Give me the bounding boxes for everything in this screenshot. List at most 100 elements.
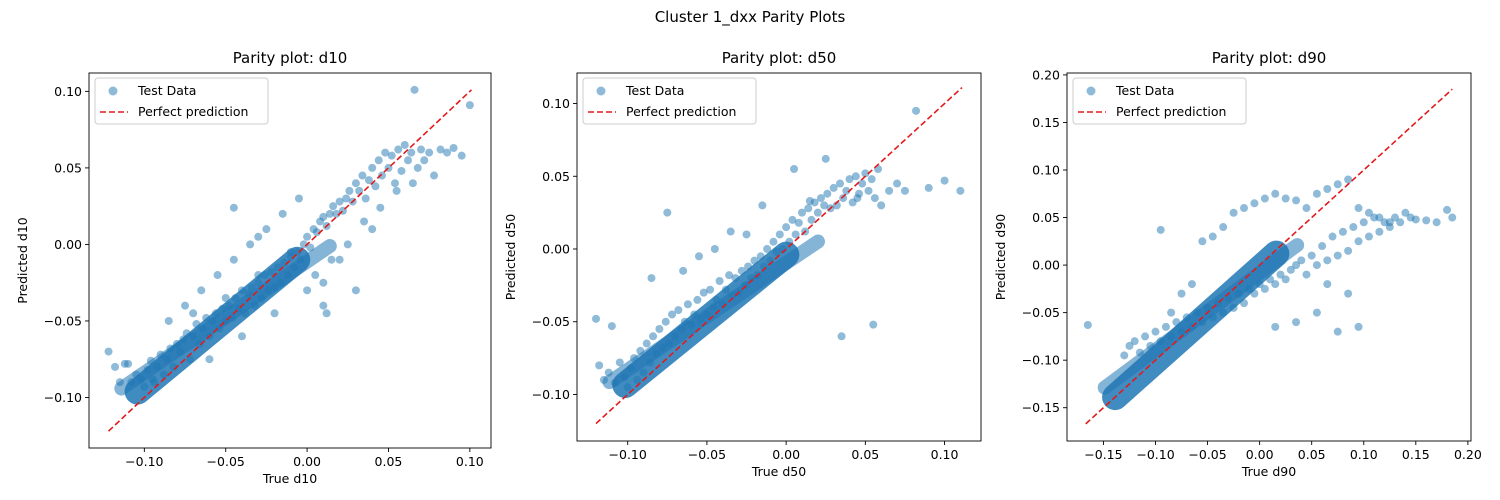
legend-label-test-data: Test Data xyxy=(625,83,684,98)
data-point xyxy=(674,306,683,315)
data-point xyxy=(1286,265,1295,274)
data-point xyxy=(829,183,838,192)
data-point xyxy=(360,217,369,226)
data-point xyxy=(1344,289,1353,298)
data-point xyxy=(839,194,848,203)
data-point xyxy=(410,85,419,94)
data-point xyxy=(647,274,656,283)
data-point xyxy=(775,230,784,239)
data-point xyxy=(842,186,851,195)
y-tick-label: 0.05 xyxy=(54,160,82,175)
x-tick-label: 0.10 xyxy=(456,454,484,469)
y-tick-label: −0.10 xyxy=(1022,353,1060,368)
legend: Test Data Perfect prediction xyxy=(1072,77,1247,125)
data-point xyxy=(668,310,677,319)
data-point xyxy=(387,151,396,160)
data-point xyxy=(1323,185,1332,194)
data-point xyxy=(1281,275,1290,284)
data-point xyxy=(1385,218,1394,227)
data-point xyxy=(1167,308,1176,317)
data-point xyxy=(788,215,797,224)
data-point xyxy=(1250,199,1259,208)
data-point xyxy=(213,271,222,280)
data-point xyxy=(867,175,876,184)
data-point xyxy=(1292,196,1301,205)
data-point xyxy=(254,232,263,241)
data-point xyxy=(805,197,814,205)
x-tick-label: 0.10 xyxy=(931,447,959,462)
panel-title: Parity plot: d10 xyxy=(233,49,348,67)
data-point xyxy=(303,286,312,295)
data-point xyxy=(1120,351,1129,360)
data-point xyxy=(358,171,367,180)
data-point xyxy=(364,176,373,185)
data-point-cluster xyxy=(114,239,337,396)
data-point xyxy=(443,148,452,157)
data-point xyxy=(164,316,173,325)
data-point xyxy=(956,186,965,195)
data-point xyxy=(329,202,338,211)
y-tick-label: 0.10 xyxy=(542,96,570,111)
data-point xyxy=(791,230,800,239)
x-axis-label: True d50 xyxy=(751,464,806,479)
data-point xyxy=(790,165,799,173)
data-point xyxy=(327,255,336,264)
data-point xyxy=(1364,208,1373,217)
data-point xyxy=(457,151,466,160)
data-point xyxy=(319,212,328,221)
data-point xyxy=(870,194,879,203)
x-tick-label: −0.05 xyxy=(1188,447,1226,462)
data-point xyxy=(893,179,902,188)
y-tick-label: 0.00 xyxy=(54,237,82,252)
y-tick-label: 0.20 xyxy=(1032,67,1060,82)
data-point xyxy=(1229,208,1238,217)
data-point xyxy=(374,156,383,165)
data-point-cluster xyxy=(1097,238,1305,395)
data-point xyxy=(1240,204,1249,213)
x-tick-label: −0.10 xyxy=(1136,447,1174,462)
data-point xyxy=(322,309,331,318)
legend-label-test-data: Test Data xyxy=(137,83,196,98)
data-point xyxy=(758,201,767,210)
data-point xyxy=(1349,223,1358,232)
data-point xyxy=(1141,332,1150,341)
x-tick-label: −0.05 xyxy=(207,454,245,469)
legend: Test Data Perfect prediction xyxy=(94,77,269,125)
data-point xyxy=(642,339,651,348)
axes-frame xyxy=(1066,72,1472,442)
data-point xyxy=(237,332,246,341)
data-point xyxy=(1083,320,1092,329)
data-point xyxy=(408,179,417,188)
data-point xyxy=(343,240,352,249)
data-point xyxy=(1375,227,1384,236)
data-point xyxy=(1344,246,1353,255)
data-point xyxy=(397,166,406,175)
data-point xyxy=(940,176,949,185)
data-point xyxy=(1312,308,1321,317)
x-axis-label: True d90 xyxy=(1241,464,1296,479)
data-point xyxy=(861,169,870,178)
y-tick-label: −0.15 xyxy=(1022,400,1060,415)
data-point xyxy=(1292,261,1301,270)
data-point xyxy=(319,301,328,310)
data-point xyxy=(1323,256,1332,265)
y-tick-label: 0.15 xyxy=(1032,115,1060,130)
x-tick-label: 0.10 xyxy=(1350,447,1378,462)
y-axis-label: Predicted d10 xyxy=(15,217,30,304)
data-point xyxy=(813,208,822,217)
data-point xyxy=(246,240,255,249)
plot-area xyxy=(592,86,965,425)
data-point xyxy=(706,285,715,294)
data-point xyxy=(851,172,860,181)
data-point xyxy=(1271,280,1280,289)
data-point xyxy=(663,208,672,217)
y-tick-label: −0.05 xyxy=(532,314,570,329)
y-tick-label: 0.10 xyxy=(54,84,82,99)
data-point xyxy=(351,286,360,295)
data-point xyxy=(725,271,734,280)
data-point xyxy=(205,355,214,364)
data-point xyxy=(715,277,724,285)
data-point xyxy=(278,209,287,218)
data-point xyxy=(377,171,386,180)
perfect-prediction-line xyxy=(595,86,963,425)
